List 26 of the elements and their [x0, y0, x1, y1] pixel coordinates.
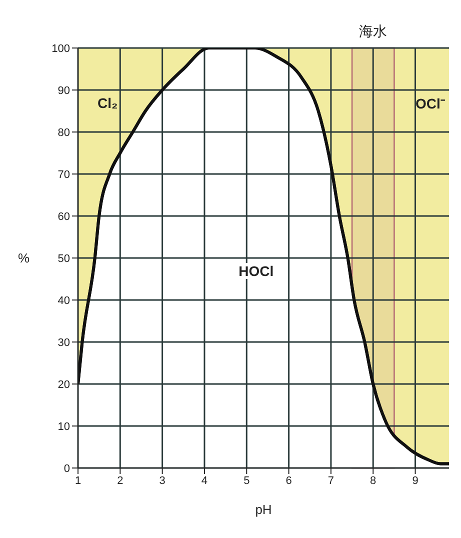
annotation: HOCl [236, 262, 276, 279]
y-tick-label: 100 [52, 42, 70, 55]
y-axis-title: % [18, 250, 30, 266]
y-tick-label: 90 [58, 84, 70, 97]
x-tick-label: 2 [117, 474, 124, 487]
y-tick-label: 60 [58, 210, 70, 223]
y-tick-label: 50 [58, 252, 70, 265]
x-tick-label: 3 [159, 474, 166, 487]
y-tick-label: 10 [58, 420, 70, 433]
y-tick-label: 30 [58, 336, 70, 349]
y-tick-label: 40 [58, 294, 70, 307]
x-tick-label: 5 [244, 474, 250, 487]
annotation: OCl⁻ [414, 94, 446, 112]
x-tick-label: 4 [201, 474, 208, 487]
x-tick-label: 7 [328, 474, 334, 487]
x-tick-label: 8 [370, 474, 376, 487]
band-label: 海水 [359, 23, 388, 39]
x-tick-label: 6 [286, 474, 292, 487]
y-tick-label: 0 [64, 462, 70, 475]
y-tick-label: 70 [58, 168, 70, 181]
y-tick-label: 80 [58, 126, 70, 139]
x-tick-label: 9 [412, 474, 418, 487]
annotation: Cl₂ [96, 94, 119, 111]
y-tick-label: 20 [58, 378, 70, 391]
x-tick-label: 1 [74, 474, 82, 487]
x-axis-title: pH [255, 502, 272, 517]
